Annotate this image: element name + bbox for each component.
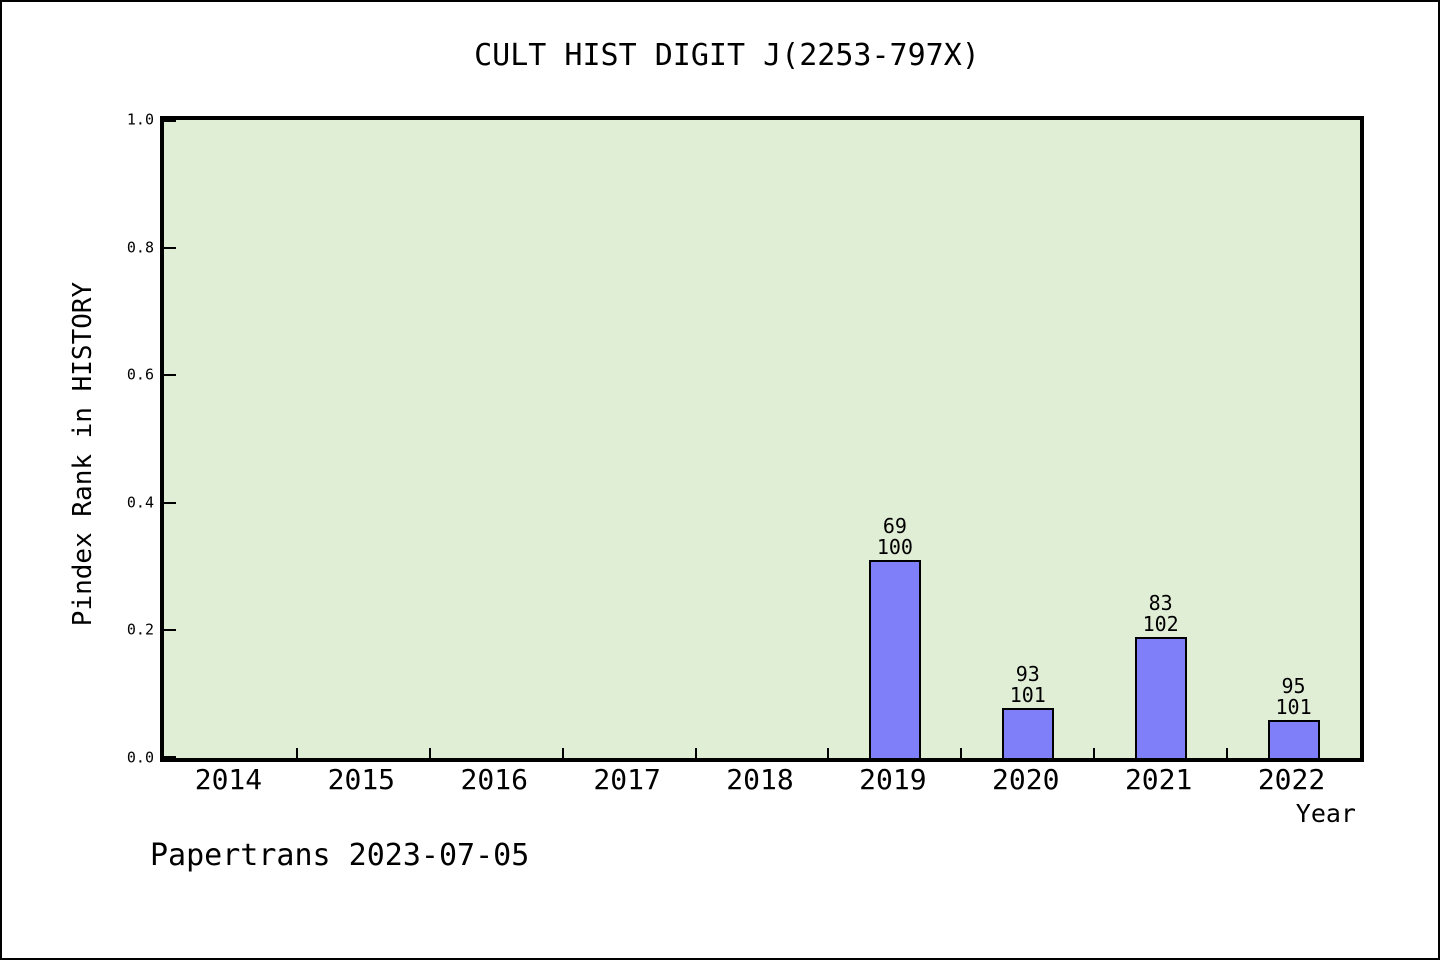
- x-tick-label-2022: 2022: [1257, 763, 1326, 796]
- x-tick-label-2017: 2017: [593, 763, 661, 796]
- bar-label-total: 100: [876, 535, 913, 560]
- y-tick-mark: [164, 629, 176, 632]
- y-axis-label: Pindex Rank in HISTORY: [68, 281, 98, 627]
- y-tick-mark: [164, 120, 176, 122]
- x-tick-label-2019: 2019: [859, 763, 927, 796]
- y-tick-label-0.2: 0.2: [126, 620, 154, 639]
- y-tick-mark: [164, 374, 176, 377]
- y-tick-label-0.6: 0.6: [126, 365, 154, 384]
- x-tick-mark: [295, 748, 298, 758]
- x-tick-mark: [428, 748, 431, 758]
- x-tick-label-2021: 2021: [1124, 763, 1193, 796]
- y-tick-mark: [164, 501, 176, 504]
- x-tick-mark: [1226, 748, 1229, 758]
- chart-title: CULT HIST DIGIT J(2253-797X): [474, 38, 980, 73]
- x-tick-label-2016: 2016: [460, 763, 528, 796]
- y-tick-label-1.0: 1.0: [126, 110, 154, 129]
- y-tick-mark: [164, 246, 176, 249]
- x-tick-mark: [827, 748, 830, 758]
- bar-label-rank: 83: [1148, 590, 1173, 615]
- y-tick-label-0.0: 0.0: [126, 748, 154, 767]
- x-tick-mark: [1093, 748, 1096, 758]
- x-tick-mark: [561, 748, 564, 758]
- bar-label-rank: 69: [882, 514, 907, 539]
- x-axis-label: Year: [1295, 799, 1356, 828]
- x-tick-label-2014: 2014: [194, 763, 263, 796]
- bar-2020: [1001, 707, 1054, 758]
- plot-area: 69 100 93 101 83 102 95 101: [160, 116, 1364, 762]
- bar-2022: [1267, 720, 1320, 758]
- y-tick-label-0.4: 0.4: [126, 493, 154, 512]
- y-tick-label-0.8: 0.8: [126, 238, 154, 257]
- x-tick-label-2018: 2018: [726, 763, 794, 796]
- bar-label-2019: 69 100: [877, 516, 913, 558]
- bar-2019: [868, 560, 921, 758]
- bar-label-rank: 95: [1281, 674, 1306, 699]
- x-tick-mark: [960, 748, 963, 758]
- x-tick-label-2015: 2015: [327, 763, 396, 796]
- bar-label-total: 101: [1275, 695, 1312, 720]
- footer-watermark: Papertrans 2023-07-05: [150, 838, 530, 873]
- x-tick-mark: [694, 748, 697, 758]
- x-tick-label-2020: 2020: [992, 763, 1060, 796]
- bar-label-2022: 95 101: [1275, 676, 1311, 718]
- bar-label-2021: 83 102: [1142, 590, 1179, 636]
- bar-label-rank: 93: [1015, 661, 1040, 686]
- y-tick-mark: [164, 756, 176, 758]
- bar-label-2020: 93 101: [1009, 661, 1046, 707]
- bar-2021: [1134, 636, 1187, 758]
- bar-label-total: 101: [1009, 682, 1046, 707]
- bar-label-total: 102: [1142, 611, 1179, 636]
